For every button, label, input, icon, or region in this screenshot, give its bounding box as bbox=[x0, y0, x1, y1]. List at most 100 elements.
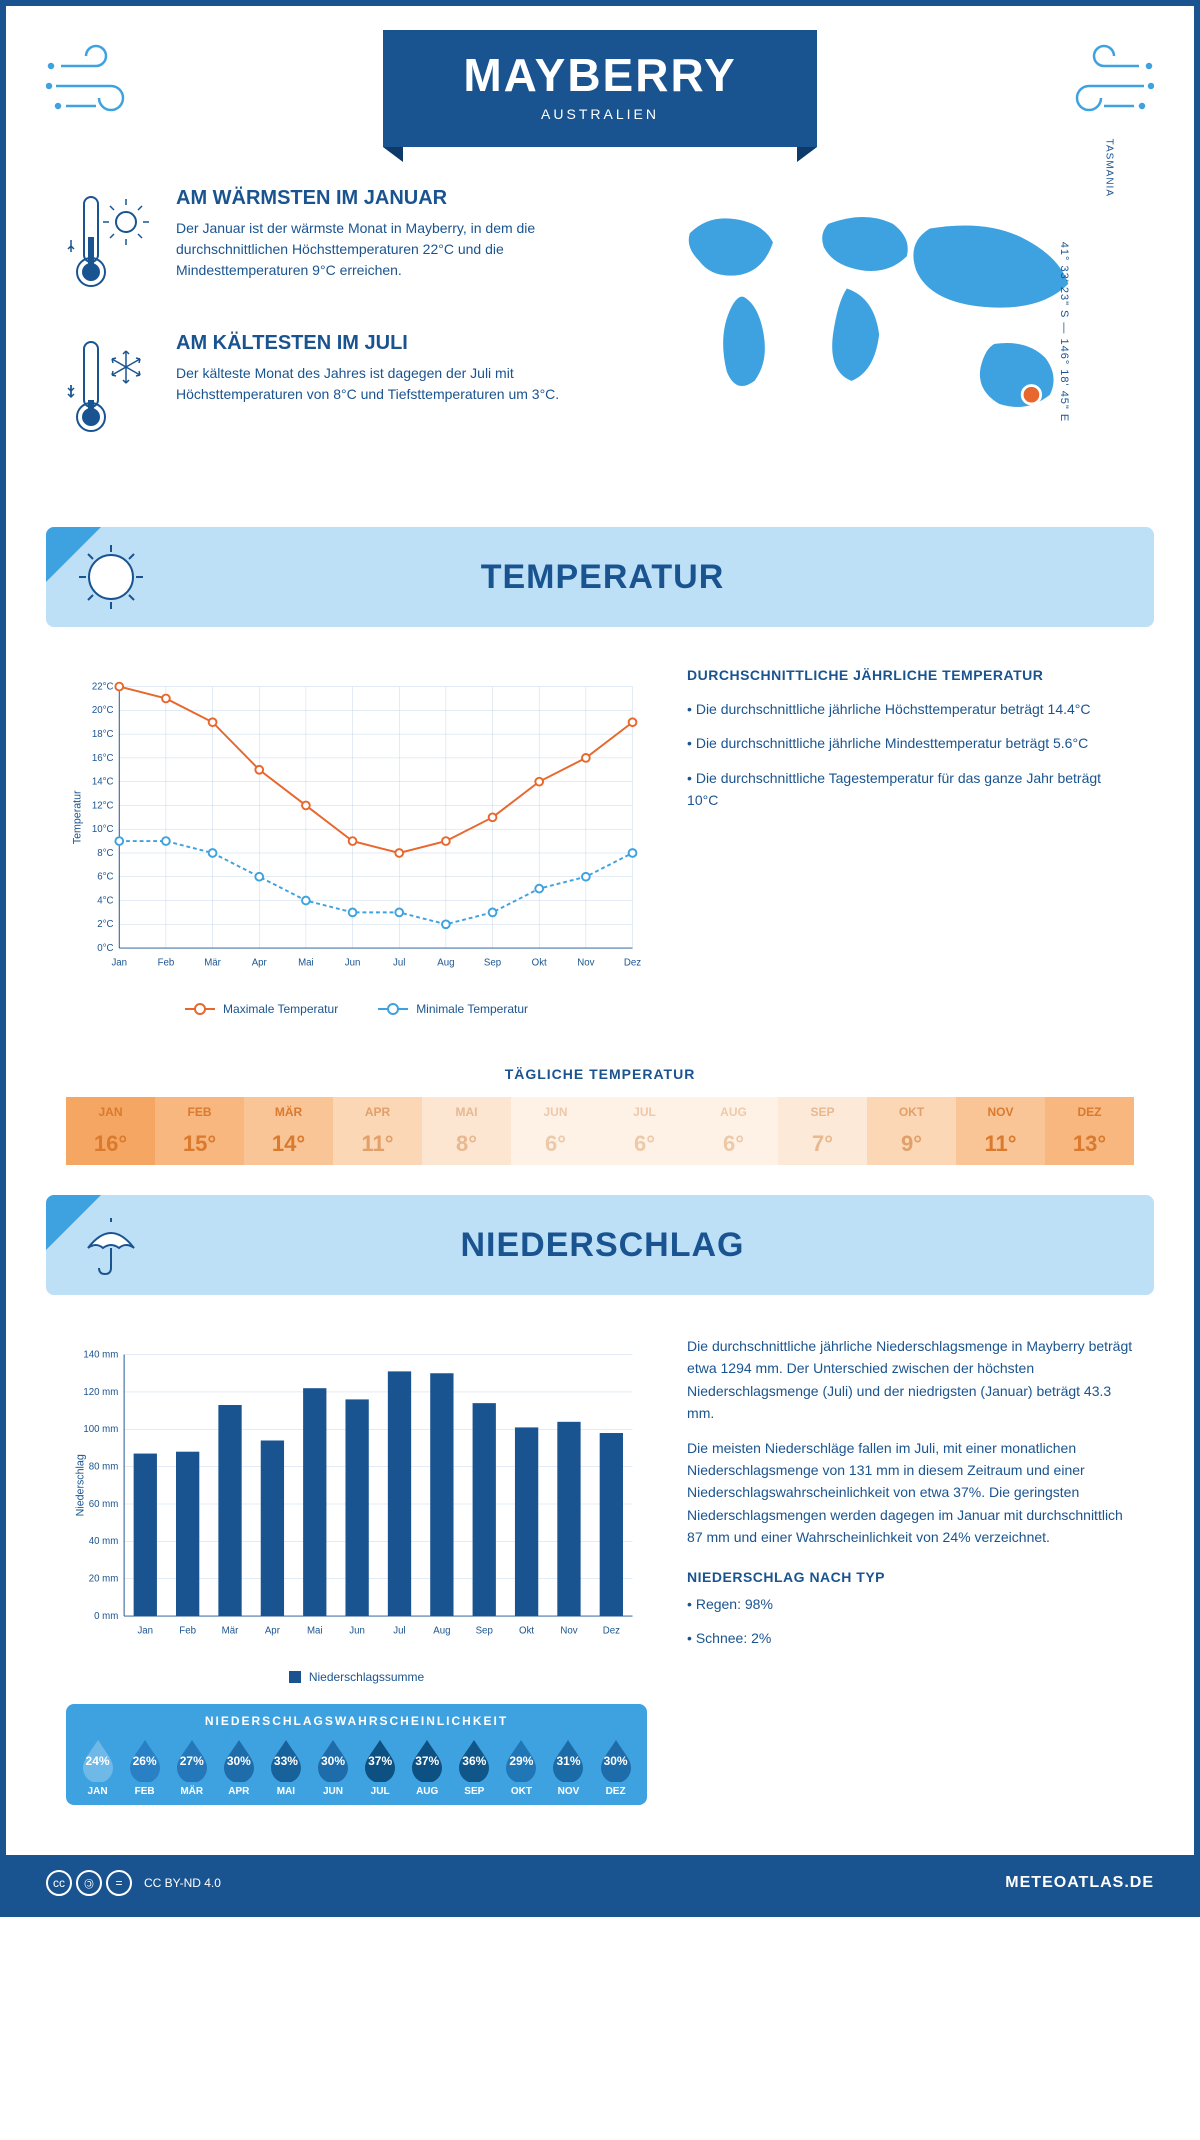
intro-section: AM WÄRMSTEN IM JANUAR Der Januar ist der… bbox=[6, 147, 1194, 507]
svg-text:80 mm: 80 mm bbox=[89, 1462, 119, 1473]
svg-text:Feb: Feb bbox=[158, 957, 175, 968]
world-map-icon bbox=[615, 187, 1134, 427]
svg-text:Nov: Nov bbox=[560, 1625, 577, 1636]
daily-temp-cell: SEP7° bbox=[778, 1097, 867, 1165]
svg-text:Mär: Mär bbox=[222, 1625, 239, 1636]
svg-text:Mär: Mär bbox=[204, 957, 221, 968]
precip-legend: Niederschlagssumme bbox=[66, 1670, 647, 1684]
precip-prob-cell: 29% OKT bbox=[498, 1736, 545, 1797]
svg-text:16°C: 16°C bbox=[92, 753, 114, 764]
precip-prob-cell: 24% JAN bbox=[74, 1736, 121, 1797]
svg-text:Feb: Feb bbox=[179, 1625, 196, 1636]
svg-text:6°C: 6°C bbox=[97, 872, 113, 883]
svg-text:Okt: Okt bbox=[532, 957, 547, 968]
wind-icon-right bbox=[1034, 36, 1154, 126]
precip-type-title: NIEDERSCHLAG NACH TYP bbox=[687, 1569, 1134, 1585]
thermometer-cold-icon bbox=[66, 332, 156, 447]
daily-temp-title: TÄGLICHE TEMPERATUR bbox=[6, 1066, 1194, 1082]
svg-text:18°C: 18°C bbox=[92, 729, 114, 740]
precip-prob-cell: 33% MAI bbox=[262, 1736, 309, 1797]
precip-prob-cell: 37% AUG bbox=[404, 1736, 451, 1797]
daily-temp-cell: FEB15° bbox=[155, 1097, 244, 1165]
precipitation-bar-chart: 0 mm 20 mm 40 mm 60 mm 80 mm 100 mm 120 mm 140 … bbox=[66, 1335, 647, 1655]
page-subtitle: AUSTRALIEN bbox=[463, 106, 736, 122]
temp-section-title: TEMPERATUR bbox=[171, 558, 1124, 597]
daily-temp-bar: JAN16° FEB15° MÄR14° APR11° MAI8° JUN6° … bbox=[66, 1097, 1134, 1165]
temp-bullet-3: • Die durchschnittliche Tagestemperatur … bbox=[687, 767, 1134, 812]
svg-text:Dez: Dez bbox=[624, 957, 641, 968]
svg-text:Nov: Nov bbox=[577, 957, 594, 968]
umbrella-icon bbox=[76, 1210, 146, 1280]
thermometer-hot-icon bbox=[66, 187, 156, 302]
svg-text:Apr: Apr bbox=[265, 1625, 281, 1636]
svg-text:Jan: Jan bbox=[111, 957, 127, 968]
precip-prob-cell: 37% JUL bbox=[357, 1736, 404, 1797]
sun-icon bbox=[76, 542, 146, 612]
precip-section-title: NIEDERSCHLAG bbox=[171, 1226, 1124, 1265]
svg-text:4°C: 4°C bbox=[97, 895, 113, 906]
temperature-line-chart: 0°C2°C4°C6°C8°C10°C12°C14°C16°C18°C20°C2… bbox=[66, 667, 647, 987]
svg-text:20°C: 20°C bbox=[92, 705, 114, 716]
svg-text:140 mm: 140 mm bbox=[83, 1349, 118, 1360]
svg-text:14°C: 14°C bbox=[92, 777, 114, 788]
svg-text:Sep: Sep bbox=[476, 1625, 493, 1636]
wind-icon-left bbox=[46, 36, 166, 126]
svg-text:Dez: Dez bbox=[603, 1625, 620, 1636]
region-label: TASMANIA bbox=[1103, 139, 1114, 197]
svg-text:Niederschlag: Niederschlag bbox=[74, 1454, 86, 1516]
warmest-text: Der Januar ist der wärmste Monat in Mayb… bbox=[176, 218, 585, 281]
svg-text:Jun: Jun bbox=[349, 1625, 365, 1636]
svg-text:22°C: 22°C bbox=[92, 681, 114, 692]
temperature-section-header: TEMPERATUR bbox=[46, 527, 1154, 627]
site-name: METEOATLAS.DE bbox=[1005, 1874, 1154, 1892]
precip-prob-cell: 31% NOV bbox=[545, 1736, 592, 1797]
precip-prob-cell: 30% DEZ bbox=[592, 1736, 639, 1797]
daily-temp-cell: DEZ13° bbox=[1045, 1097, 1134, 1165]
svg-text:20 mm: 20 mm bbox=[89, 1574, 119, 1585]
svg-text:2°C: 2°C bbox=[97, 919, 113, 930]
page-title: MAYBERRY bbox=[463, 48, 736, 102]
precip-text-1: Die durchschnittliche jährliche Niedersc… bbox=[687, 1335, 1134, 1425]
daily-temp-cell: JUL6° bbox=[600, 1097, 689, 1165]
svg-text:Aug: Aug bbox=[433, 1625, 450, 1636]
svg-text:0°C: 0°C bbox=[97, 943, 113, 954]
coldest-text: Der kälteste Monat des Jahres ist dagege… bbox=[176, 363, 585, 405]
svg-text:12°C: 12°C bbox=[92, 800, 114, 811]
daily-temp-cell: OKT9° bbox=[867, 1097, 956, 1165]
precip-section-header: NIEDERSCHLAG bbox=[46, 1195, 1154, 1295]
precip-probability: NIEDERSCHLAGSWAHRSCHEINLICHKEIT 24% JAN … bbox=[66, 1704, 647, 1805]
temp-bullet-2: • Die durchschnittliche jährliche Mindes… bbox=[687, 732, 1134, 754]
svg-text:Aug: Aug bbox=[437, 957, 454, 968]
svg-text:120 mm: 120 mm bbox=[83, 1387, 118, 1398]
svg-text:60 mm: 60 mm bbox=[89, 1499, 119, 1510]
title-banner: MAYBERRY AUSTRALIEN bbox=[383, 30, 816, 147]
svg-text:Jan: Jan bbox=[137, 1625, 153, 1636]
coldest-block: AM KÄLTESTEN IM JULI Der kälteste Monat … bbox=[66, 332, 585, 447]
precip-type-rain: • Regen: 98% bbox=[687, 1593, 1134, 1615]
daily-temp-cell: APR11° bbox=[333, 1097, 422, 1165]
precip-prob-cell: 26% FEB bbox=[121, 1736, 168, 1797]
svg-text:Sep: Sep bbox=[484, 957, 501, 968]
coldest-title: AM KÄLTESTEN IM JULI bbox=[176, 332, 585, 355]
svg-text:Jul: Jul bbox=[393, 1625, 405, 1636]
svg-text:40 mm: 40 mm bbox=[89, 1536, 119, 1547]
svg-text:Jun: Jun bbox=[345, 957, 361, 968]
temp-legend: .legend-line[style*="e8672c"]::before{bo… bbox=[66, 1002, 647, 1016]
svg-text:100 mm: 100 mm bbox=[83, 1424, 118, 1435]
svg-text:Okt: Okt bbox=[519, 1625, 534, 1636]
warmest-block: AM WÄRMSTEN IM JANUAR Der Januar ist der… bbox=[66, 187, 585, 302]
temp-text-title: DURCHSCHNITTLICHE JÄHRLICHE TEMPERATUR bbox=[687, 667, 1134, 683]
svg-text:Apr: Apr bbox=[252, 957, 268, 968]
precip-prob-cell: 27% MÄR bbox=[168, 1736, 215, 1797]
svg-text:Mai: Mai bbox=[298, 957, 314, 968]
warmest-title: AM WÄRMSTEN IM JANUAR bbox=[176, 187, 585, 210]
svg-text:0 mm: 0 mm bbox=[94, 1611, 118, 1622]
temp-bullet-1: • Die durchschnittliche jährliche Höchst… bbox=[687, 698, 1134, 720]
precip-prob-cell: 36% SEP bbox=[451, 1736, 498, 1797]
daily-temp-cell: NOV11° bbox=[956, 1097, 1045, 1165]
svg-text:10°C: 10°C bbox=[92, 824, 114, 835]
svg-text:Jul: Jul bbox=[393, 957, 405, 968]
coordinates: 41° 33' 23" S — 146° 18' 45" E bbox=[1058, 242, 1070, 422]
daily-temp-cell: JAN16° bbox=[66, 1097, 155, 1165]
cc-icons: cc🄯= bbox=[46, 1870, 132, 1896]
